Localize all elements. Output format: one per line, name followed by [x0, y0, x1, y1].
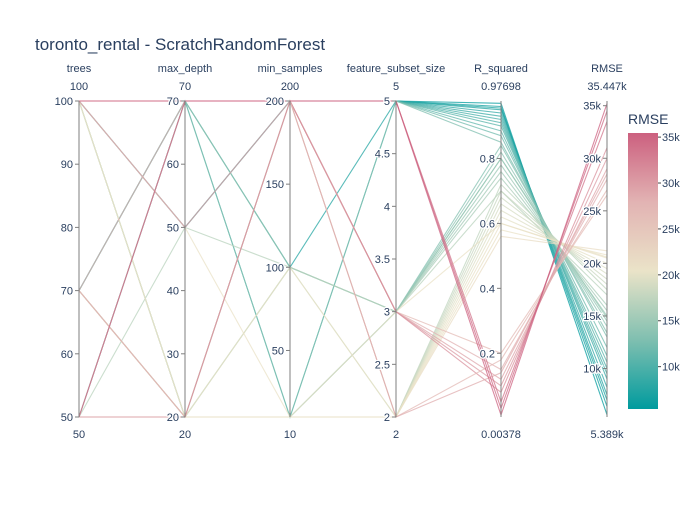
axis-tick-label: 60: [167, 159, 179, 171]
polylines-layer: [78, 99, 608, 419]
axis-tick-label: 0.6: [480, 218, 495, 230]
axis-min_samples[interactable]: min_samples 200 10 50 100 150 200: [258, 63, 323, 441]
axis-tick-label: 30k: [583, 153, 601, 165]
axis-tick-label: 100: [266, 262, 284, 274]
axis-tick-label: 50: [61, 412, 73, 424]
axis-tick-label: 2.5: [375, 359, 390, 371]
data-line-37: [79, 100, 608, 404]
axis-range-max: 100: [70, 81, 88, 93]
axis-tick-label: 3: [384, 307, 390, 319]
data-line-30: [79, 100, 608, 354]
data-line-13: [79, 100, 608, 327]
axis-tick-label: 20k: [583, 258, 601, 270]
colorbar-tick-label: 20k: [662, 270, 680, 282]
colorbar-tick-label: 25k: [662, 224, 680, 236]
axis-range-max: 0.97698: [481, 81, 521, 93]
axis-RMSE[interactable]: RMSE 35.447k 5.389k 10k 15k 20k 25k 30k 35k: [582, 63, 627, 441]
axis-title: max_depth: [158, 63, 212, 75]
axis-tick-label: 80: [61, 222, 73, 234]
axis-tick-label: 15k: [583, 311, 601, 323]
axes-layer: trees100505060708090100max_depth70202030…: [53, 63, 627, 441]
axis-tick-label: 100: [55, 96, 73, 108]
axis-tick-label: 50: [167, 222, 179, 234]
axis-tick-label: 0.4: [480, 283, 495, 295]
data-line-36: [78, 100, 608, 418]
axis-range-min: 2: [393, 429, 399, 441]
chart-title: toronto_rental - ScratchRandomForest: [35, 35, 325, 54]
axis-tick-label: 35k: [583, 101, 601, 113]
axis-tick-label: 4: [384, 201, 390, 213]
axis-tick-label: 40: [167, 286, 179, 298]
axis-range-max: 35.447k: [587, 81, 627, 93]
axis-range-max: 5: [393, 81, 399, 93]
axis-tick-label: 150: [266, 179, 284, 191]
axis-tick-label: 200: [266, 96, 284, 108]
axis-tick-label: 50: [272, 345, 284, 357]
colorbar-tick-label: 15k: [662, 316, 680, 328]
axis-range-min: 0.00378: [481, 429, 521, 441]
colorbar-tick-label: 35k: [662, 132, 680, 144]
axis-range-min: 50: [73, 429, 85, 441]
axis-tick-label: 0.8: [480, 153, 495, 165]
axis-tick-label: 2: [384, 412, 390, 424]
data-line-1: [79, 100, 608, 407]
axis-range-max: 70: [179, 81, 191, 93]
axis-tick-label: 30: [167, 349, 179, 361]
axis-feature_subset_size[interactable]: feature_subset_size 5 22 2.5 3 3.5 4 4.5 5: [347, 63, 445, 441]
data-line-18: [78, 190, 608, 418]
axis-range-max: 200: [281, 81, 299, 93]
axis-tick-label: 4.5: [375, 149, 390, 161]
data-line-2: [79, 100, 608, 401]
axis-tick-label: 90: [61, 159, 73, 171]
axis-title: trees: [67, 63, 92, 75]
data-line-10: [78, 100, 608, 348]
colorbar-gradient: [628, 133, 658, 409]
axis-tick-label: 60: [61, 349, 73, 361]
axis-tick-label: 5: [384, 96, 390, 108]
axis-title: R_squared: [474, 63, 528, 75]
axis-title: min_samples: [258, 63, 323, 75]
axis-tick-label: 3.5: [375, 254, 390, 266]
axis-tick-label: 10k: [583, 364, 601, 376]
colorbar-title: RMSE: [628, 111, 668, 127]
axis-tick-label: 70: [167, 96, 179, 108]
axis-tick-label: 20: [167, 412, 179, 424]
data-line-29: [78, 222, 608, 418]
colorbar-tick-label: 10k: [662, 362, 680, 374]
colorbar: RMSE 10k 15k 20k 25k 30k 35k: [628, 111, 680, 409]
axis-R_squared[interactable]: R_squared 0.97698 0.00378 0.2 0.4 0.6 0.8: [474, 63, 528, 441]
axis-title: RMSE: [591, 63, 623, 75]
axis-range-min: 10: [284, 429, 296, 441]
data-line-34: [79, 99, 608, 418]
data-line-39: [79, 100, 608, 417]
axis-range-min: 20: [179, 429, 191, 441]
colorbar-tick-label: 30k: [662, 178, 680, 190]
axis-tick-label: 0.2: [480, 348, 495, 360]
data-line-15: [79, 164, 608, 418]
axis-tick-label: 25k: [583, 206, 601, 218]
data-line-3: [79, 100, 608, 395]
axis-tick-label: 70: [61, 286, 73, 298]
axis-title: feature_subset_size: [347, 63, 445, 75]
axis-range-min: 5.389k: [590, 429, 624, 441]
data-line-4: [78, 100, 608, 388]
